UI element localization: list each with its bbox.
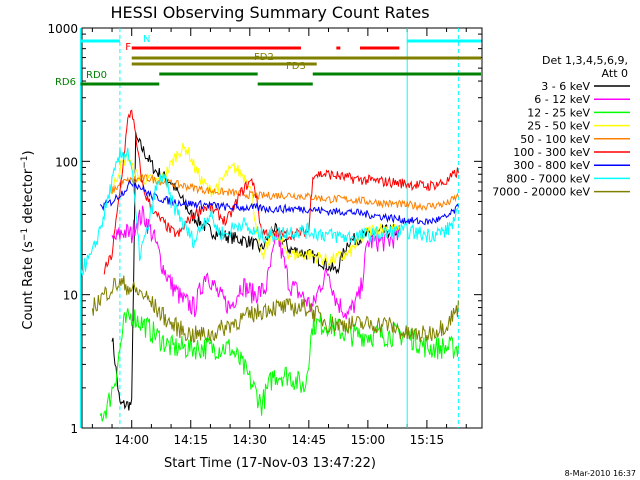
series-line xyxy=(91,275,459,343)
series-line xyxy=(111,174,459,212)
y-tick-label: 1 xyxy=(70,422,78,436)
state-label-rd6: RD6 xyxy=(55,77,76,88)
legend-label: 50 - 100 keV xyxy=(520,133,590,146)
legend-label: 7000 - 20000 keV xyxy=(492,186,590,199)
x-tick-label: 14:00 xyxy=(114,433,149,447)
legend-label: 12 - 25 keV xyxy=(527,106,590,119)
y-tick-label: 100 xyxy=(55,155,78,169)
x-tick-label: 14:15 xyxy=(173,433,208,447)
legend-label: 800 - 7000 keV xyxy=(506,172,590,185)
x-axis-label: Start Time (17-Nov-03 13:47:22) xyxy=(164,456,376,471)
series-line xyxy=(80,147,459,279)
state-label-n: N xyxy=(143,34,150,45)
chart-title: HESSI Observing Summary Count Rates xyxy=(110,3,429,22)
series-line xyxy=(103,109,459,275)
series-line xyxy=(111,205,400,320)
series-line xyxy=(99,178,459,226)
x-tick-label: 14:30 xyxy=(232,433,267,447)
plot-area: 1 10 100 1000 14:00 14:15 14:30 14:45 15:00 15:15… xyxy=(47,22,483,447)
state-label-fd3: FD3 xyxy=(286,61,306,72)
legend-label: 6 - 12 keV xyxy=(534,93,590,106)
plot-frame xyxy=(81,27,483,429)
footer-date: 8-Mar-2010 16:37 xyxy=(565,469,636,478)
series-line xyxy=(111,132,400,411)
legend-label: 300 - 800 keV xyxy=(513,159,590,172)
legend-label: 3 - 6 keV xyxy=(541,80,590,93)
series-line xyxy=(99,308,459,422)
state-label-f: F xyxy=(125,42,131,53)
state-label-rd0: RD0 xyxy=(86,70,107,81)
y-tick-label: 1000 xyxy=(47,22,78,36)
legend-label: 100 - 300 keV xyxy=(513,146,590,159)
series-line xyxy=(111,143,400,267)
x-tick-label: 15:00 xyxy=(351,433,386,447)
legend-label: 25 - 50 keV xyxy=(527,120,590,133)
y-tick-label: 10 xyxy=(63,289,78,303)
x-tick-label: 15:15 xyxy=(410,433,445,447)
legend-header: Att 0 xyxy=(602,67,628,80)
x-tick-label: 14:45 xyxy=(292,433,327,447)
y-axis-label: Count Rate (s−1 detector−1) xyxy=(20,150,36,329)
state-label-fd2: FD2 xyxy=(254,52,274,63)
legend-header: Det 1,3,4,5,6,9, xyxy=(542,54,628,67)
